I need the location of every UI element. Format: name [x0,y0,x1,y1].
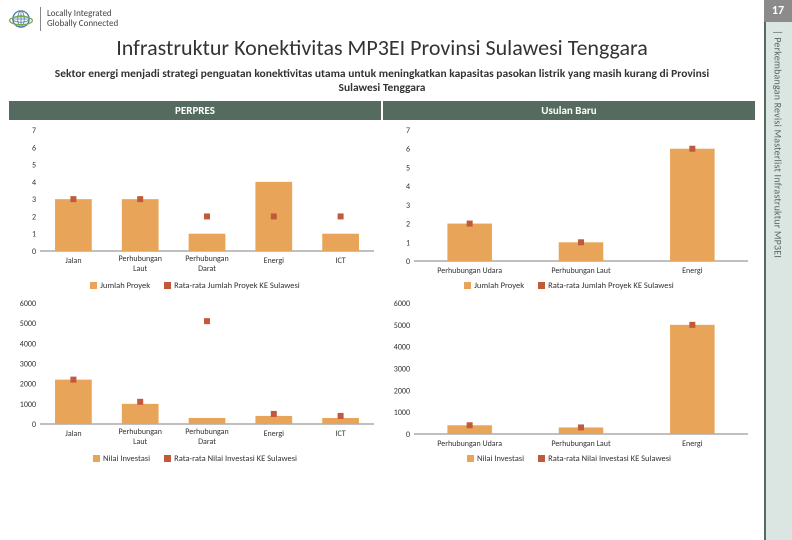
svg-text:Perhubungan: Perhubungan [118,254,161,264]
page-title: Infrastruktur Konektivitas MP3EI Provins… [8,34,756,61]
svg-text:Darat: Darat [198,437,216,447]
svg-text:6000: 6000 [394,299,410,309]
side-title: | Perkembangan Revisi Masterlist Infrast… [764,26,792,526]
chart-bottom-left: 0 1000 2000 3000 4000 5000 6000 Jalan Perhubunga… [8,293,382,466]
svg-text:Perhubungan Laut: Perhubungan Laut [551,439,611,449]
svg-text:1000: 1000 [394,408,410,418]
svg-text:Jalan: Jalan [65,429,81,439]
svg-text:Energi: Energi [264,429,285,439]
page-number: 17 [764,0,792,22]
legend-bar-label: Jumlah Proyek [100,281,150,291]
svg-text:Energi: Energi [682,266,703,276]
svg-text:ICT: ICT [335,429,345,439]
svg-text:1000: 1000 [20,400,36,410]
legend-bar-label: Nilai Investasi [477,454,524,464]
svg-text:4000: 4000 [20,339,36,349]
svg-text:3: 3 [32,195,36,205]
charts-row-top: 01234567JalanPerhubunganLautPerhubunganD… [8,120,756,293]
logo-line2: Globally Connected [47,19,118,29]
svg-text:2000: 2000 [20,380,36,390]
panel-title-right: Usulan Baru [383,101,755,120]
legend-bottom-right: Nilai Investasi Rata-rata Nilai Investas… [384,454,754,464]
svg-text:4: 4 [32,178,36,188]
panel-title-left: PERPRES [9,101,381,120]
chart-bottom-right: 0 1000 2000 3000 4000 5000 6000 Perhubungan Uda… [382,293,756,466]
svg-text:Perhubungan Udara: Perhubungan Udara [437,266,502,276]
legend-bottom-left: Nilai Investasi Rata-rata Nilai Investas… [10,454,380,464]
svg-text:6000: 6000 [20,299,36,309]
svg-text:0: 0 [406,430,410,440]
legend-top-right: Jumlah Proyek Rata-rata Jumlah Proyek KE… [384,281,754,291]
svg-text:5000: 5000 [20,319,36,329]
svg-text:2: 2 [32,212,36,222]
svg-text:7: 7 [406,126,410,136]
legend-marker-label: Rata-rata Nilai Investasi KE Sulawesi [548,454,671,464]
chart-top-left-svg: 01234567JalanPerhubunganLautPerhubunganD… [10,124,380,279]
svg-text:3000: 3000 [394,365,410,375]
svg-text:4000: 4000 [394,343,410,353]
chart-bottom-left-svg: 0 1000 2000 3000 4000 5000 6000 Jalan Perhubunga… [10,297,380,452]
svg-text:3: 3 [406,201,410,211]
legend-marker-label: Rata-rata Nilai Investasi KE Sulawesi [174,454,297,464]
svg-text:0: 0 [406,257,410,267]
svg-text:2: 2 [406,220,410,230]
svg-text:Perhubungan: Perhubungan [185,427,228,437]
svg-text:Jalan: Jalan [65,256,81,266]
svg-text:6: 6 [406,145,410,155]
svg-text:Perhubungan Udara: Perhubungan Udara [437,439,502,449]
svg-text:2000: 2000 [394,386,410,396]
side-band: 17 | Perkembangan Revisi Masterlist Infr… [764,0,792,540]
svg-text:Perhubungan Laut: Perhubungan Laut [551,266,611,276]
legend-bar-label: Nilai Investasi [103,454,150,464]
svg-text:5: 5 [406,163,410,173]
content-area: Infrastruktur Konektivitas MP3EI Provins… [8,32,756,532]
logo-block: Locally Integrated Globally Connected [8,4,118,34]
legend-marker-label: Rata-rata Jumlah Proyek KE Sulawesi [174,281,300,291]
chart-top-right-svg: 0 1 2 3 4 5 6 7 Perhubungan Udara Perhubungan Lau… [384,124,754,279]
svg-text:4: 4 [406,182,410,192]
logo-text: Locally Integrated Globally Connected [47,9,118,29]
svg-text:6: 6 [32,143,36,153]
chart-top-right: 0 1 2 3 4 5 6 7 Perhubungan Udara Perhubungan Lau… [382,120,756,293]
svg-text:3000: 3000 [20,360,36,370]
svg-text:Laut: Laut [133,264,147,274]
chart-top-left: 01234567JalanPerhubunganLautPerhubunganD… [8,120,382,293]
svg-text:Energi: Energi [682,439,703,449]
svg-text:Darat: Darat [198,264,216,274]
legend-bar-label: Jumlah Proyek [474,281,524,291]
svg-text:1: 1 [32,230,36,240]
panel-titles: PERPRES Usulan Baru [8,101,756,120]
charts-row-bottom: 0 1000 2000 3000 4000 5000 6000 Jalan Perhubunga… [8,293,756,466]
svg-text:Energi: Energi [264,256,285,266]
svg-text:7: 7 [32,126,36,136]
svg-text:5: 5 [32,161,36,171]
svg-text:Perhubungan: Perhubungan [118,427,161,437]
page-subtitle: Sektor energi menjadi strategi penguatan… [8,67,756,95]
svg-text:0: 0 [32,420,36,430]
svg-text:1: 1 [406,238,410,248]
slide: 17 | Perkembangan Revisi Masterlist Infr… [0,0,792,540]
svg-text:ICT: ICT [335,256,345,266]
legend-marker-label: Rata-rata Jumlah Proyek KE Sulawesi [548,281,674,291]
svg-text:Laut: Laut [133,437,147,447]
legend-top-left: Jumlah Proyek Rata-rata Jumlah Proyek KE… [10,281,380,291]
svg-text:0: 0 [32,247,36,257]
svg-text:5000: 5000 [394,321,410,331]
globe-icon [8,6,34,32]
chart-bottom-right-svg: 0 1000 2000 3000 4000 5000 6000 Perhubungan Uda… [384,297,754,452]
svg-text:Perhubungan: Perhubungan [185,254,228,264]
